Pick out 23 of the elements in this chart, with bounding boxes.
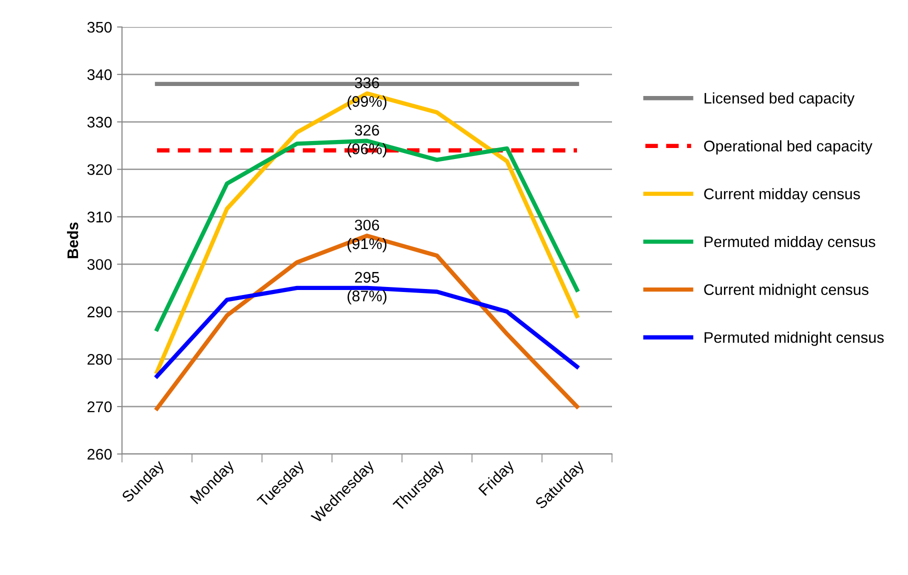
- legend-label: Licensed bed capacity: [704, 92, 855, 107]
- legend-label: Current midday census: [704, 188, 860, 202]
- legend-label: Operational bed capacity: [704, 140, 872, 154]
- annotation: 306 (91%): [348, 220, 386, 252]
- y-tick-label: 340: [87, 69, 112, 80]
- y-tick-label: 330: [87, 116, 112, 128]
- line-series: [154, 91, 580, 374]
- y-tick-label: 260: [88, 448, 112, 460]
- y-tick-label: 290: [88, 306, 112, 318]
- annotation: 295 (87%): [348, 272, 386, 304]
- y-tick-label: 300: [87, 259, 112, 270]
- y-tick-label: 310: [87, 212, 112, 222]
- legend-label: Permuted midday census: [704, 236, 876, 250]
- line-series: [154, 286, 580, 378]
- legend-label: Current midnight census: [704, 284, 868, 298]
- y-tick-label: 270: [88, 401, 112, 412]
- y-tick-label: 350: [87, 22, 112, 33]
- line-series: [154, 234, 580, 411]
- y-tick-label: 320: [87, 164, 112, 176]
- legend-label: Permuted midnight census: [704, 332, 884, 346]
- line-series: [154, 138, 580, 332]
- y-tick-label: 280: [88, 354, 112, 365]
- y-axis-title: Beds: [66, 222, 78, 258]
